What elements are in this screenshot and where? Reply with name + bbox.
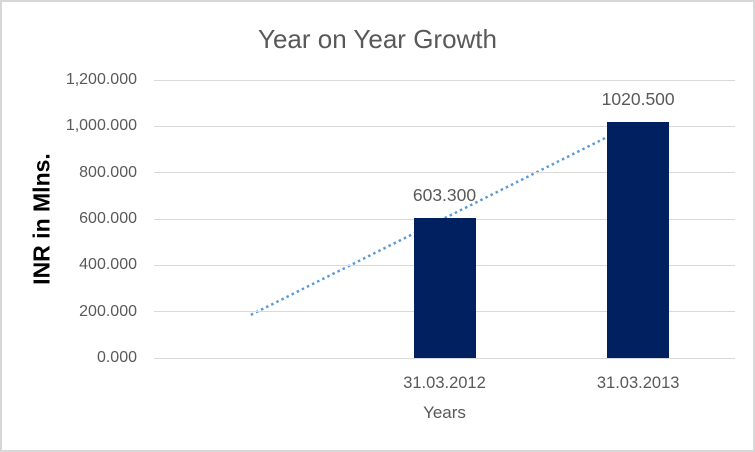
y-axis-tick-label: 800.000 [79, 163, 137, 181]
bar-data-label: 603.300 [412, 185, 477, 206]
gridline [154, 79, 735, 81]
y-axis-tick-label: 400.000 [79, 256, 137, 274]
y-axis-tick-label: 1,200.000 [65, 71, 137, 88]
bar [413, 218, 476, 358]
chart-title: Year on Year Growth [258, 24, 497, 54]
y-axis-tick-label: 600.000 [79, 210, 137, 227]
bar [607, 121, 670, 358]
gridline [154, 172, 735, 174]
x-axis-tick-label: 31.03.2012 [403, 374, 486, 392]
x-axis-title: Years [423, 403, 466, 422]
y-axis-tick-label: 0.000 [96, 349, 137, 366]
gridline [154, 357, 735, 359]
x-axis-tick-label: 31.03.2013 [596, 374, 680, 392]
gridline [154, 125, 735, 127]
bar-data-label: 1020.500 [601, 88, 675, 109]
y-axis-tick-label: 1,000.000 [65, 117, 137, 135]
y-axis-tick-label: 200.000 [79, 302, 137, 320]
